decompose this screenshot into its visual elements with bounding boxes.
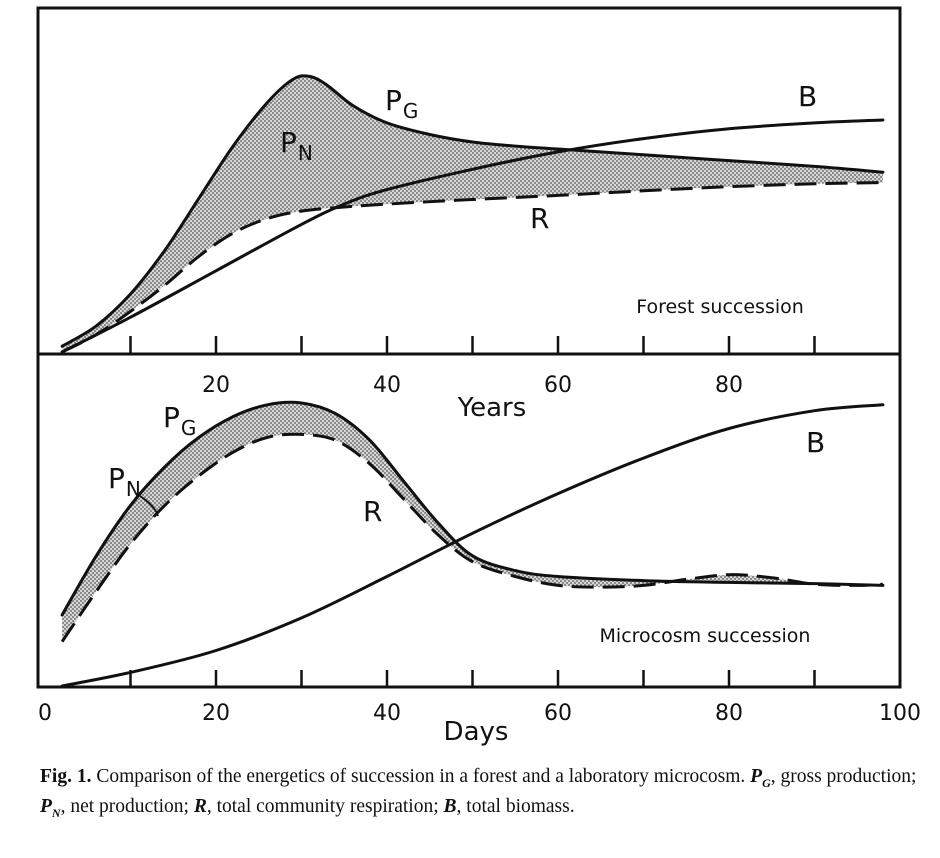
forest-x-tick-label: 40 [373,373,401,398]
microcosm-b-line [60,403,885,688]
microcosm-panel: 0 20 40 60 80 100 Days Microcosm succession P… [38,400,921,747]
microcosm-pn-label: PN [108,462,141,501]
microcosm-x-tick-label: 40 [373,701,401,726]
microcosm-x-axis-title: Days [444,717,509,747]
microcosm-panel-label: Microcosm succession [600,625,811,647]
forest-r-line [61,181,883,354]
caption-term-r: R, total community respiration; [193,795,444,817]
forest-b-label: B [798,80,817,113]
caption-label: Fig. 1. [40,766,92,787]
forest-panel: 20 40 60 80 Years Forest succession PG PN B… [60,74,885,423]
microcosm-x-tick-label: 80 [715,701,743,726]
microcosm-pg-label: PG [163,401,196,440]
microcosm-x-tick-label: 60 [544,701,572,726]
microcosm-b-label: B [806,426,825,459]
chart-frame [36,6,902,689]
forest-x-tick-label: 60 [544,373,572,398]
forest-pg-label: PG [385,84,418,123]
caption-term-b: B, total biomass. [443,795,575,817]
caption-term-pn: PN, net production; [40,795,194,820]
microcosm-x-tick-label: 0 [38,701,52,726]
microcosm-r-line [60,432,883,643]
forest-pg-line [60,74,885,348]
microcosm-pn-pointer [139,495,159,517]
forest-r-label: R [530,202,549,235]
forest-b-line [60,118,885,354]
forest-x-tick-label: 20 [202,373,230,398]
figure-caption: Fig. 1. Comparison of the energetics of … [40,765,925,825]
forest-pn-label: PN [280,126,313,165]
caption-text: Comparison of the energetics of successi… [91,766,751,787]
microcosm-x-tick-label: 20 [202,701,230,726]
forest-x-axis-title: Years [457,393,527,423]
microcosm-x-tick-label: 100 [879,701,921,726]
caption-term-pg: PG, gross production; [750,766,917,790]
forest-panel-label: Forest succession [636,296,804,318]
forest-pn-shaded-area [62,75,883,352]
figure: 20 40 60 80 Years Forest succession PG PN B… [36,6,921,747]
microcosm-r-label: R [363,495,382,528]
forest-x-tick-label: 80 [715,373,743,398]
